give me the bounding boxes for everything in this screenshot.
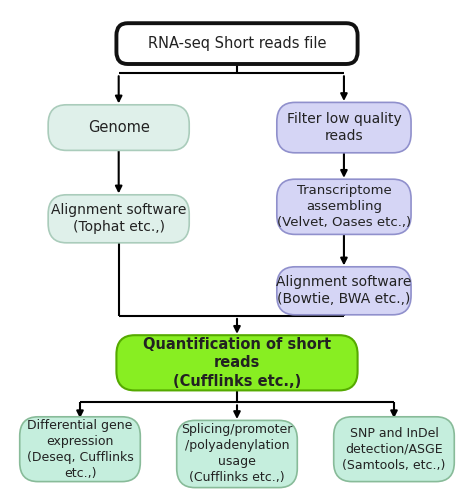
Text: Alignment software
(Bowtie, BWA etc.,): Alignment software (Bowtie, BWA etc.,): [276, 275, 411, 306]
Text: SNP and InDel
detection/ASGE
(Samtools, etc.,): SNP and InDel detection/ASGE (Samtools, …: [342, 426, 446, 472]
FancyBboxPatch shape: [277, 102, 411, 153]
FancyBboxPatch shape: [48, 105, 189, 150]
Text: Quantification of short
reads
(Cufflinks etc.,): Quantification of short reads (Cufflinks…: [143, 336, 331, 389]
Text: Differential gene
expression
(Deseq, Cufflinks
etc.,): Differential gene expression (Deseq, Cuf…: [27, 418, 133, 480]
FancyBboxPatch shape: [117, 335, 357, 390]
Text: Transcriptome
assembling
(Velvet, Oases etc.,): Transcriptome assembling (Velvet, Oases …: [277, 184, 411, 230]
Text: Genome: Genome: [88, 120, 150, 135]
FancyBboxPatch shape: [277, 267, 411, 315]
Text: Filter low quality
reads: Filter low quality reads: [287, 112, 401, 143]
FancyBboxPatch shape: [334, 417, 454, 482]
Text: Alignment software
(Tophat etc.,): Alignment software (Tophat etc.,): [51, 203, 186, 234]
FancyBboxPatch shape: [117, 23, 357, 64]
FancyBboxPatch shape: [48, 195, 189, 243]
FancyBboxPatch shape: [277, 179, 411, 234]
Text: RNA-seq Short reads file: RNA-seq Short reads file: [148, 36, 326, 51]
FancyBboxPatch shape: [20, 417, 140, 482]
FancyBboxPatch shape: [177, 420, 297, 488]
Text: Splicing/promoter
/polyadenylation
usage
(Cufflinks etc.,): Splicing/promoter /polyadenylation usage…: [182, 424, 292, 484]
